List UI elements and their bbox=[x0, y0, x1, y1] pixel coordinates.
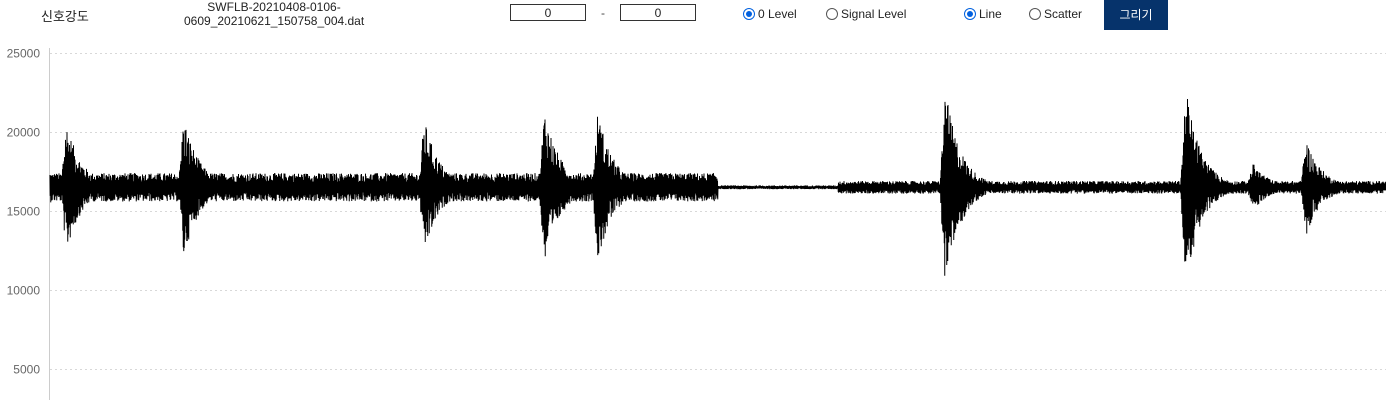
signal-strength-label: 신호강도 bbox=[41, 9, 89, 24]
line-mode-radio[interactable] bbox=[964, 8, 976, 20]
zero-level-radio[interactable] bbox=[743, 8, 755, 20]
signal-chart: 25000 20000 15000 10000 5000 bbox=[7, 47, 1386, 400]
zero-level-label: 0 Level bbox=[758, 7, 797, 21]
signal-series-line bbox=[49, 98, 1386, 276]
y-tick-label: 15000 bbox=[7, 205, 41, 219]
scatter-mode-label: Scatter bbox=[1044, 7, 1083, 21]
y-axis-ticks: 25000 20000 15000 10000 5000 bbox=[7, 47, 41, 377]
y-tick-label: 5000 bbox=[13, 363, 40, 377]
range-separator: - bbox=[601, 6, 605, 20]
toolbar: 신호강도 SWFLB-20210408-0106- 0609_20210621_… bbox=[0, 0, 1386, 38]
file-name-line-1: SWFLB-20210408-0106- bbox=[207, 0, 341, 14]
scatter-mode-radio[interactable] bbox=[1029, 8, 1041, 20]
range-start-input[interactable] bbox=[510, 4, 586, 21]
scatter-mode-option[interactable]: Scatter bbox=[1029, 7, 1082, 21]
signal-level-radio[interactable] bbox=[826, 8, 838, 20]
y-tick-label: 20000 bbox=[7, 126, 41, 140]
range-end-input[interactable] bbox=[620, 4, 696, 21]
y-tick-label: 25000 bbox=[7, 47, 41, 61]
line-mode-label: Line bbox=[979, 7, 1002, 21]
zero-level-option[interactable]: 0 Level bbox=[743, 7, 797, 21]
y-tick-label: 10000 bbox=[7, 284, 41, 298]
signal-level-label: Signal Level bbox=[841, 7, 907, 21]
line-mode-option[interactable]: Line bbox=[964, 7, 1002, 21]
file-name: SWFLB-20210408-0106- 0609_20210621_15075… bbox=[184, 0, 364, 28]
draw-button[interactable]: 그리기 bbox=[1104, 0, 1168, 30]
signal-level-option[interactable]: Signal Level bbox=[826, 7, 906, 21]
file-name-line-2: 0609_20210621_150758_004.dat bbox=[184, 14, 365, 28]
